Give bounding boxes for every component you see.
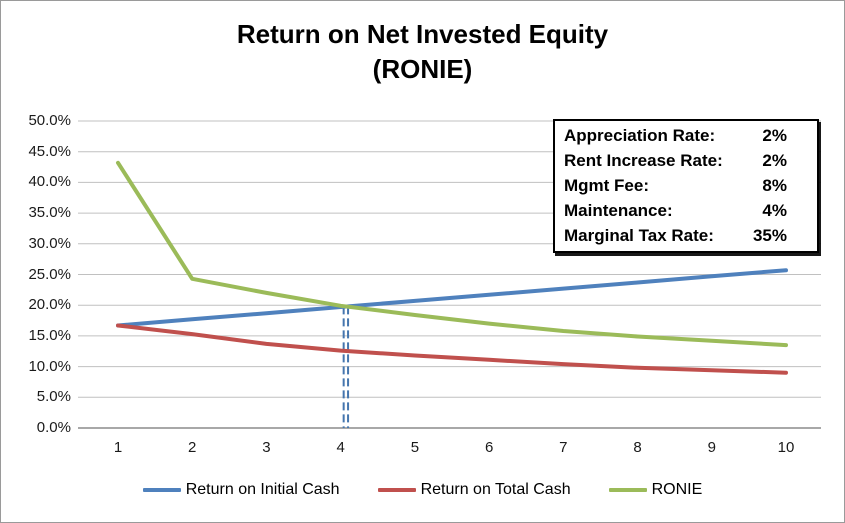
param-row-rent-increase-rate: Rent Increase Rate: 2% [564,149,787,173]
param-row-appreciation-rate: Appreciation Rate: 2% [564,124,787,148]
x-axis-tick-label: 6 [484,439,494,456]
legend-item-return-on-total-cash: Return on Total Cash [377,481,571,499]
parameters-box: Appreciation Rate: 2% Rent Increase Rate… [553,119,819,253]
y-axis-tick-label: 15.0% [28,326,71,344]
x-axis-tick-label: 5 [410,439,420,456]
series-line-return-on-total-cash [116,323,788,375]
param-row-maintenance: Maintenance: 4% [564,199,787,223]
x-axis-tick-label: 9 [707,439,716,456]
legend-swatch-red-line-icon [377,488,416,492]
legend-label: Return on Initial Cash [185,481,340,498]
legend-item-return-on-initial-cash: Return on Initial Cash [142,481,340,499]
y-axis-tick-label: 35.0% [28,204,71,222]
y-axis-tick-label: 20.0% [28,296,71,314]
legend-label: Return on Total Cash [420,481,571,498]
legend-item-ronie: RONIE [608,481,703,499]
param-label: Maintenance: [564,200,673,220]
x-axis-tick-label: 10 [777,439,795,456]
y-axis-tick-label: 40.0% [28,173,71,191]
y-axis-tick-label: 50.0% [28,112,71,129]
x-axis-tick-label: 4 [336,439,345,456]
param-value: 35% [752,225,787,245]
y-axis-tick-label: 45.0% [28,142,71,160]
param-row-marginal-tax-rate: Marginal Tax Rate: 35% [564,224,787,248]
param-label: Marginal Tax Rate: [564,225,714,245]
x-axis-tick-label: 3 [262,439,271,456]
y-axis-tick-label: 25.0% [28,265,71,283]
param-value: 4% [762,200,787,220]
x-axis-tick-label: 8 [633,439,642,456]
chart-title-line2: (RONIE) [372,54,473,84]
legend-label: RONIE [651,481,703,498]
param-label: Appreciation Rate: [564,126,716,146]
legend-swatch-blue-line-icon [142,488,181,492]
y-axis-tick-label: 0.0% [36,419,71,436]
x-axis-tick-label: 7 [559,439,568,456]
y-axis-tick-label: 5.0% [36,388,71,406]
param-value: 2% [762,151,787,171]
x-axis-tick-label: 2 [188,439,197,456]
chart-title: Return on Net Invested Equity (RONIE) [1,17,844,87]
x-axis-tick-label: 1 [113,439,123,456]
y-axis-tick-label: 30.0% [28,234,71,252]
y-axis-tick-label: 10.0% [28,357,71,375]
param-value: 2% [762,126,787,146]
series-line-return-on-initial-cash [116,268,788,328]
chart-title-line1: Return on Net Invested Equity [236,19,609,49]
param-row-mgmt-fee: Mgmt Fee: 8% [564,174,787,198]
param-value: 8% [762,175,787,195]
param-label: Mgmt Fee: [564,175,649,195]
param-label: Rent Increase Rate: [564,151,723,171]
legend-swatch-green-line-icon [608,488,647,492]
series-line-ronie [116,160,788,348]
legend: Return on Initial Cash Return on Total C… [1,481,844,499]
